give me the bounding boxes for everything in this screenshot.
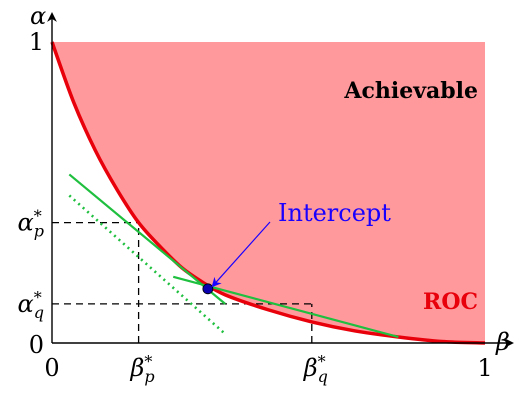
y-axis-label: α	[30, 2, 46, 30]
chart-labels: β α Achievable ROC Intercept	[30, 2, 510, 356]
x-tick-label-1: β* p	[130, 352, 155, 386]
x-axis-label: β	[495, 328, 510, 356]
reference-lines	[52, 221, 313, 343]
y-tick-label-2: α* p	[18, 207, 44, 241]
axes	[47, 12, 514, 348]
curves	[50, 41, 486, 345]
tick-labels: 0 β* p β* q 1 0 α* q α* p 1	[18, 28, 493, 386]
intercept-arrow	[211, 221, 271, 288]
roc-label: ROC	[423, 289, 478, 315]
y-tick-label-0: 0	[29, 331, 44, 359]
y-tick-label-3: 1	[29, 28, 44, 56]
roc-curve	[50, 41, 486, 345]
intercept-label: Intercept	[278, 199, 391, 227]
tangent-at-p-line	[68, 173, 226, 305]
achievable-label: Achievable	[343, 78, 478, 104]
x-tick-label-3: 1	[477, 354, 492, 382]
achievable-region	[52, 42, 485, 343]
y-tick-label-1: α* q	[18, 288, 44, 322]
intercept-point	[202, 283, 214, 295]
x-tick-label-0: 0	[44, 354, 59, 382]
x-tick-label-2: β* q	[303, 352, 328, 386]
